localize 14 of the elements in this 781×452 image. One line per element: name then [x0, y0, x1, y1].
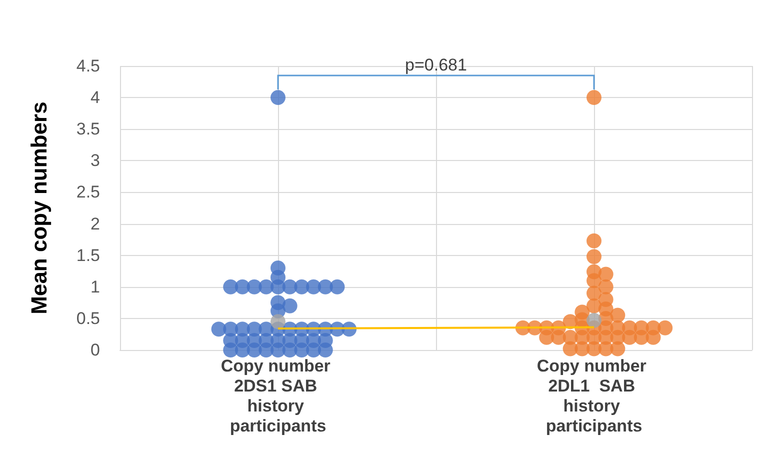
x-tick-label: Copy number 2DS1 SAB history participants	[220, 356, 336, 436]
y-tick-label: 3	[90, 151, 100, 170]
y-tick-label: 1	[90, 277, 100, 296]
y-tick-label: 0	[90, 340, 100, 360]
y-tick-label: 1.5	[76, 246, 100, 265]
y-tick-label: 4	[90, 88, 100, 108]
annotation: p=0.681	[405, 56, 467, 75]
y-axis-title: Mean copy numbers	[26, 102, 52, 314]
y-tick-label: 3.5	[76, 120, 100, 139]
x-tick-label: Copy number 2DL1 SAB history participants	[536, 356, 652, 436]
y-tick-label: 2.5	[76, 182, 100, 202]
y-tick-label: 2	[90, 214, 100, 234]
y-tick-label: 0.5	[76, 308, 100, 328]
y-tick-label: 4.5	[76, 56, 100, 76]
